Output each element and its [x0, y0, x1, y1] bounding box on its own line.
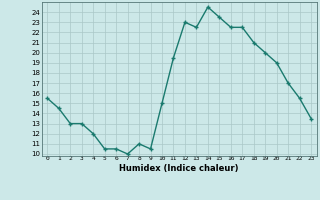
X-axis label: Humidex (Indice chaleur): Humidex (Indice chaleur)	[119, 164, 239, 173]
